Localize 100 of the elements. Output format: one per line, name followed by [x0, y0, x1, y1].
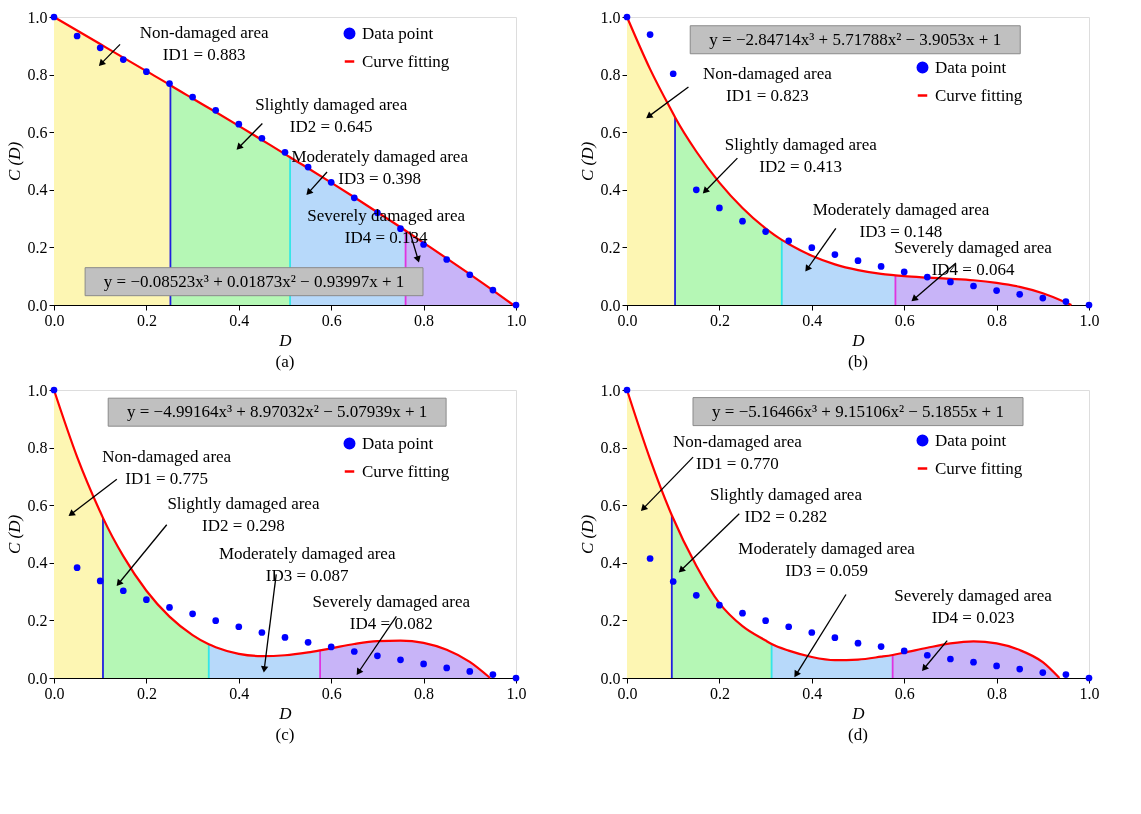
legend-label: Curve fitting	[362, 461, 450, 481]
x-tick-label: 0.4	[229, 684, 250, 702]
point	[350, 194, 358, 202]
point	[877, 643, 885, 650]
annotation: y = −5.16466x³ + 9.15106x² − 5.1855x + 1	[712, 401, 1004, 421]
y-tick-label: 1.0	[600, 381, 621, 399]
y-tick-label: 0.4	[27, 554, 48, 572]
point	[716, 204, 723, 212]
annotation: Severely damaged area ID4 = 0.082	[312, 592, 471, 634]
annotation: y = −2.84714x³ + 5.71788x² − 3.9053x + 1	[709, 29, 1002, 49]
y-tick-label: 0.0	[27, 669, 48, 687]
annotation: Slightly damaged area ID2 = 0.413	[724, 135, 878, 177]
point	[854, 639, 862, 647]
x-tick-label: 1.0	[1079, 684, 1100, 702]
y-tick-label: 0.0	[27, 296, 48, 314]
x-tick-label: 0.2	[136, 684, 157, 702]
annotation: Slightly damaged area ID2 = 0.298	[167, 493, 320, 535]
y-tick-label: 0.8	[27, 66, 48, 84]
x-tick-label: 0.2	[136, 311, 157, 329]
point	[1016, 665, 1024, 673]
x-tick-label: 1.0	[506, 684, 527, 702]
point	[923, 651, 931, 659]
point	[1062, 298, 1070, 305]
point	[166, 604, 173, 611]
point	[646, 555, 654, 562]
x-tick-label: 0.6	[321, 311, 342, 329]
y-tick-label: 1.0	[600, 8, 621, 26]
legend-label: Data point	[935, 430, 1007, 450]
point	[96, 577, 104, 585]
point	[646, 31, 654, 38]
point	[785, 237, 793, 245]
x-tick-label: 0.2	[709, 311, 730, 329]
x-tick-label: 0.6	[894, 684, 915, 702]
point	[143, 68, 150, 76]
point	[443, 256, 451, 263]
point	[993, 662, 1000, 670]
annotation: Non-damaged area ID1 = 0.775	[102, 446, 232, 488]
point	[692, 592, 700, 599]
point	[258, 134, 266, 142]
point	[374, 652, 381, 660]
y-tick-label: 1.0	[27, 8, 48, 26]
point	[189, 610, 196, 618]
point	[327, 643, 335, 651]
y-axis-title: C (D)	[4, 514, 24, 555]
y-tick-label: 0.6	[600, 123, 621, 141]
point	[281, 149, 289, 156]
point	[96, 44, 104, 52]
x-tick-label: 1.0	[1079, 311, 1100, 329]
point	[808, 629, 816, 636]
point	[397, 656, 404, 664]
point	[258, 629, 266, 636]
point	[900, 268, 908, 276]
y-axis-title: C (D)	[577, 141, 597, 182]
point	[489, 671, 497, 678]
y-tick-label: 0.4	[600, 554, 621, 572]
legend-label: Curve fitting	[935, 85, 1023, 105]
y-tick-label: 0.8	[600, 66, 621, 84]
point	[854, 257, 862, 264]
annotation: Moderately damaged area ID3 = 0.398	[291, 147, 469, 189]
y-tick-label: 0.6	[27, 496, 48, 514]
point	[50, 386, 58, 394]
text: (d)	[848, 725, 868, 744]
point	[420, 660, 427, 668]
point	[327, 178, 335, 186]
x-tick-label: 0.8	[987, 684, 1008, 702]
point	[669, 578, 677, 585]
annotation: Severely damaged area ID4 = 0.023	[894, 585, 1053, 627]
x-tick-label: 0.0	[617, 684, 638, 702]
point	[1039, 294, 1047, 302]
point	[1016, 291, 1024, 298]
point	[1062, 671, 1070, 678]
point	[739, 609, 746, 617]
annotation: Moderately damaged area ID3 = 0.087	[218, 544, 396, 586]
x-tick-label: 0.6	[894, 311, 915, 329]
point	[831, 251, 839, 258]
legend-label: Data point	[935, 57, 1007, 77]
y-tick-label: 0.0	[600, 669, 621, 687]
annotation: y = −4.99164x³ + 8.97032x² − 5.07939x + 1	[126, 402, 428, 422]
x-tick-label: 0.8	[414, 684, 435, 702]
y-tick-label: 0.4	[27, 181, 48, 199]
point	[947, 655, 954, 663]
x-axis-title: D	[851, 703, 866, 723]
x-tick-label: 0.8	[414, 311, 435, 329]
point	[970, 282, 977, 290]
y-tick-label: 0.8	[27, 439, 48, 457]
point	[50, 13, 58, 21]
point	[73, 564, 81, 572]
x-tick-label: 0.6	[321, 684, 342, 702]
annotation: Non-damaged area ID1 = 0.770	[672, 431, 803, 473]
legend-label: Curve fitting	[362, 51, 450, 71]
point	[762, 228, 769, 235]
point	[489, 286, 497, 294]
point	[762, 617, 769, 625]
legend-label: Data point	[362, 23, 434, 43]
point	[212, 106, 220, 114]
x-tick-label: 0.0	[44, 684, 65, 702]
y-tick-label: 0.2	[27, 611, 48, 629]
point	[785, 623, 793, 631]
point	[443, 664, 451, 672]
point	[970, 658, 977, 666]
